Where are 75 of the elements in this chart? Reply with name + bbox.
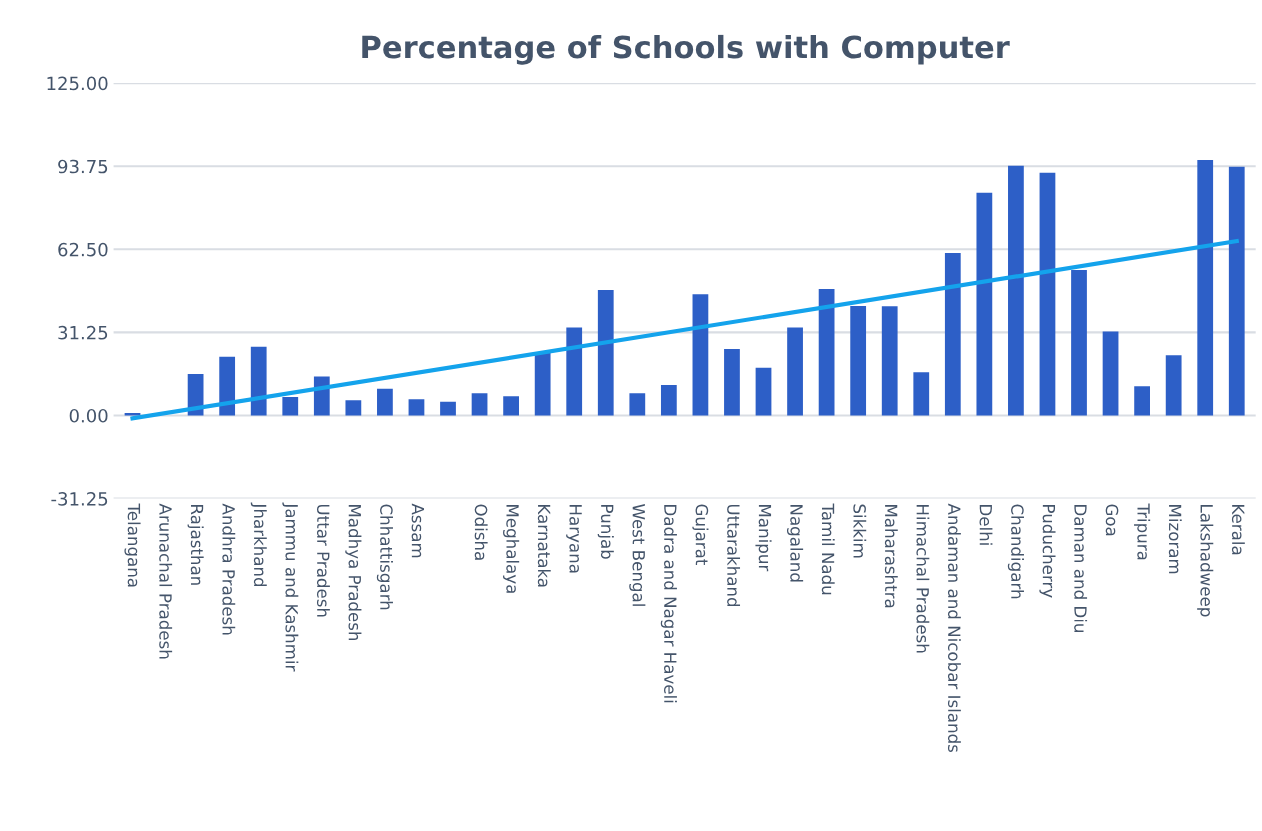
y-tick-label: 62.50 (58, 242, 108, 257)
bar (345, 400, 362, 416)
x-tick-label: Madhya Pradesh (345, 505, 362, 641)
x-tick-label: Telangana (124, 503, 141, 587)
bar (1228, 166, 1245, 416)
y-tick-label: 125.00 (47, 76, 108, 91)
bar (250, 346, 267, 416)
x-tick-label: Maharashtra (884, 505, 898, 608)
bar (1071, 270, 1087, 416)
bar (282, 396, 299, 416)
bar (1165, 355, 1182, 416)
x-tick-label: Rajasthan (187, 505, 204, 585)
x-tick-label: Uttarakhand (727, 504, 741, 607)
x-tick-label: Sikkim (853, 504, 867, 558)
bar (1039, 172, 1056, 416)
y-tick-label: 93.75 (58, 159, 108, 174)
bar (818, 288, 835, 416)
bar (471, 393, 488, 416)
y-tick-label: 0.00 (69, 408, 108, 423)
x-tick-label: Uttar Pradesh (316, 504, 330, 617)
x-tick-label: Jharkhand (250, 502, 267, 587)
x-tick-label: Puducherry (1039, 505, 1056, 598)
bar (124, 413, 141, 416)
x-tick-label: Punjab (597, 505, 614, 559)
x-tick-label: Jammu and Kashmir (282, 502, 299, 672)
bar (219, 356, 236, 416)
x-tick-label: Daman and Diu (1074, 505, 1088, 632)
bar (534, 351, 551, 416)
x-tick-label: Haryana (566, 505, 582, 573)
bar (881, 306, 898, 416)
bar (1197, 159, 1214, 416)
x-tick-label: Arunachal Pradesh (159, 503, 173, 659)
x-tick-label: Andhra Pradesh (222, 503, 236, 635)
x-tick-label: Andaman and Nicobar Islands (947, 503, 961, 753)
x-tick-label: Goa (1105, 504, 1119, 536)
bar (1102, 331, 1119, 416)
x-tick-label: Karnataka (537, 505, 551, 587)
bar (440, 401, 456, 416)
bar (850, 305, 867, 416)
bar (629, 393, 646, 416)
bar (755, 367, 772, 416)
x-tick-label: Chandigarh (1007, 504, 1024, 599)
bar (503, 396, 519, 416)
x-tick-label: Tripura (1134, 503, 1151, 560)
x-tick-label: Manipur (755, 505, 772, 572)
bar (597, 289, 614, 416)
bar (566, 327, 583, 416)
y-tick-label: -31.25 (51, 492, 108, 506)
x-tick-label: Odisha (474, 504, 488, 560)
x-tick-label: Delhi (979, 505, 993, 545)
x-tick-label: Dadra and Nagar Haveli (660, 505, 677, 703)
x-tick-label: Assam (411, 503, 425, 558)
x-tick-label: Gujarat (692, 504, 709, 565)
bar (377, 388, 393, 416)
bar (944, 253, 961, 416)
bar (913, 372, 930, 416)
x-tick-label: Chhattisgarh (376, 504, 393, 610)
bar (1008, 165, 1024, 416)
bar (408, 399, 425, 416)
x-tick-label: Himachal Pradesh (916, 505, 930, 653)
x-tick-label: Tamil Nadu (821, 503, 835, 595)
x-tick-label: Kerala (1231, 505, 1245, 555)
x-tick-label: West Bengal (629, 504, 646, 606)
bar (1134, 386, 1150, 416)
x-tick-label: Nagaland (786, 505, 804, 582)
bar (724, 349, 740, 416)
x-tick-label: Mizoram (1168, 505, 1182, 574)
bar (692, 294, 709, 416)
bar (787, 327, 803, 416)
bar (976, 192, 993, 416)
x-tick-label: Meghalaya (503, 505, 520, 593)
y-tick-label: 31.25 (58, 325, 108, 340)
bar (660, 384, 677, 416)
x-tick-label: Lakshadweep (1197, 505, 1214, 617)
chart-title: Percentage of Schools with Computer (362, 34, 1010, 65)
